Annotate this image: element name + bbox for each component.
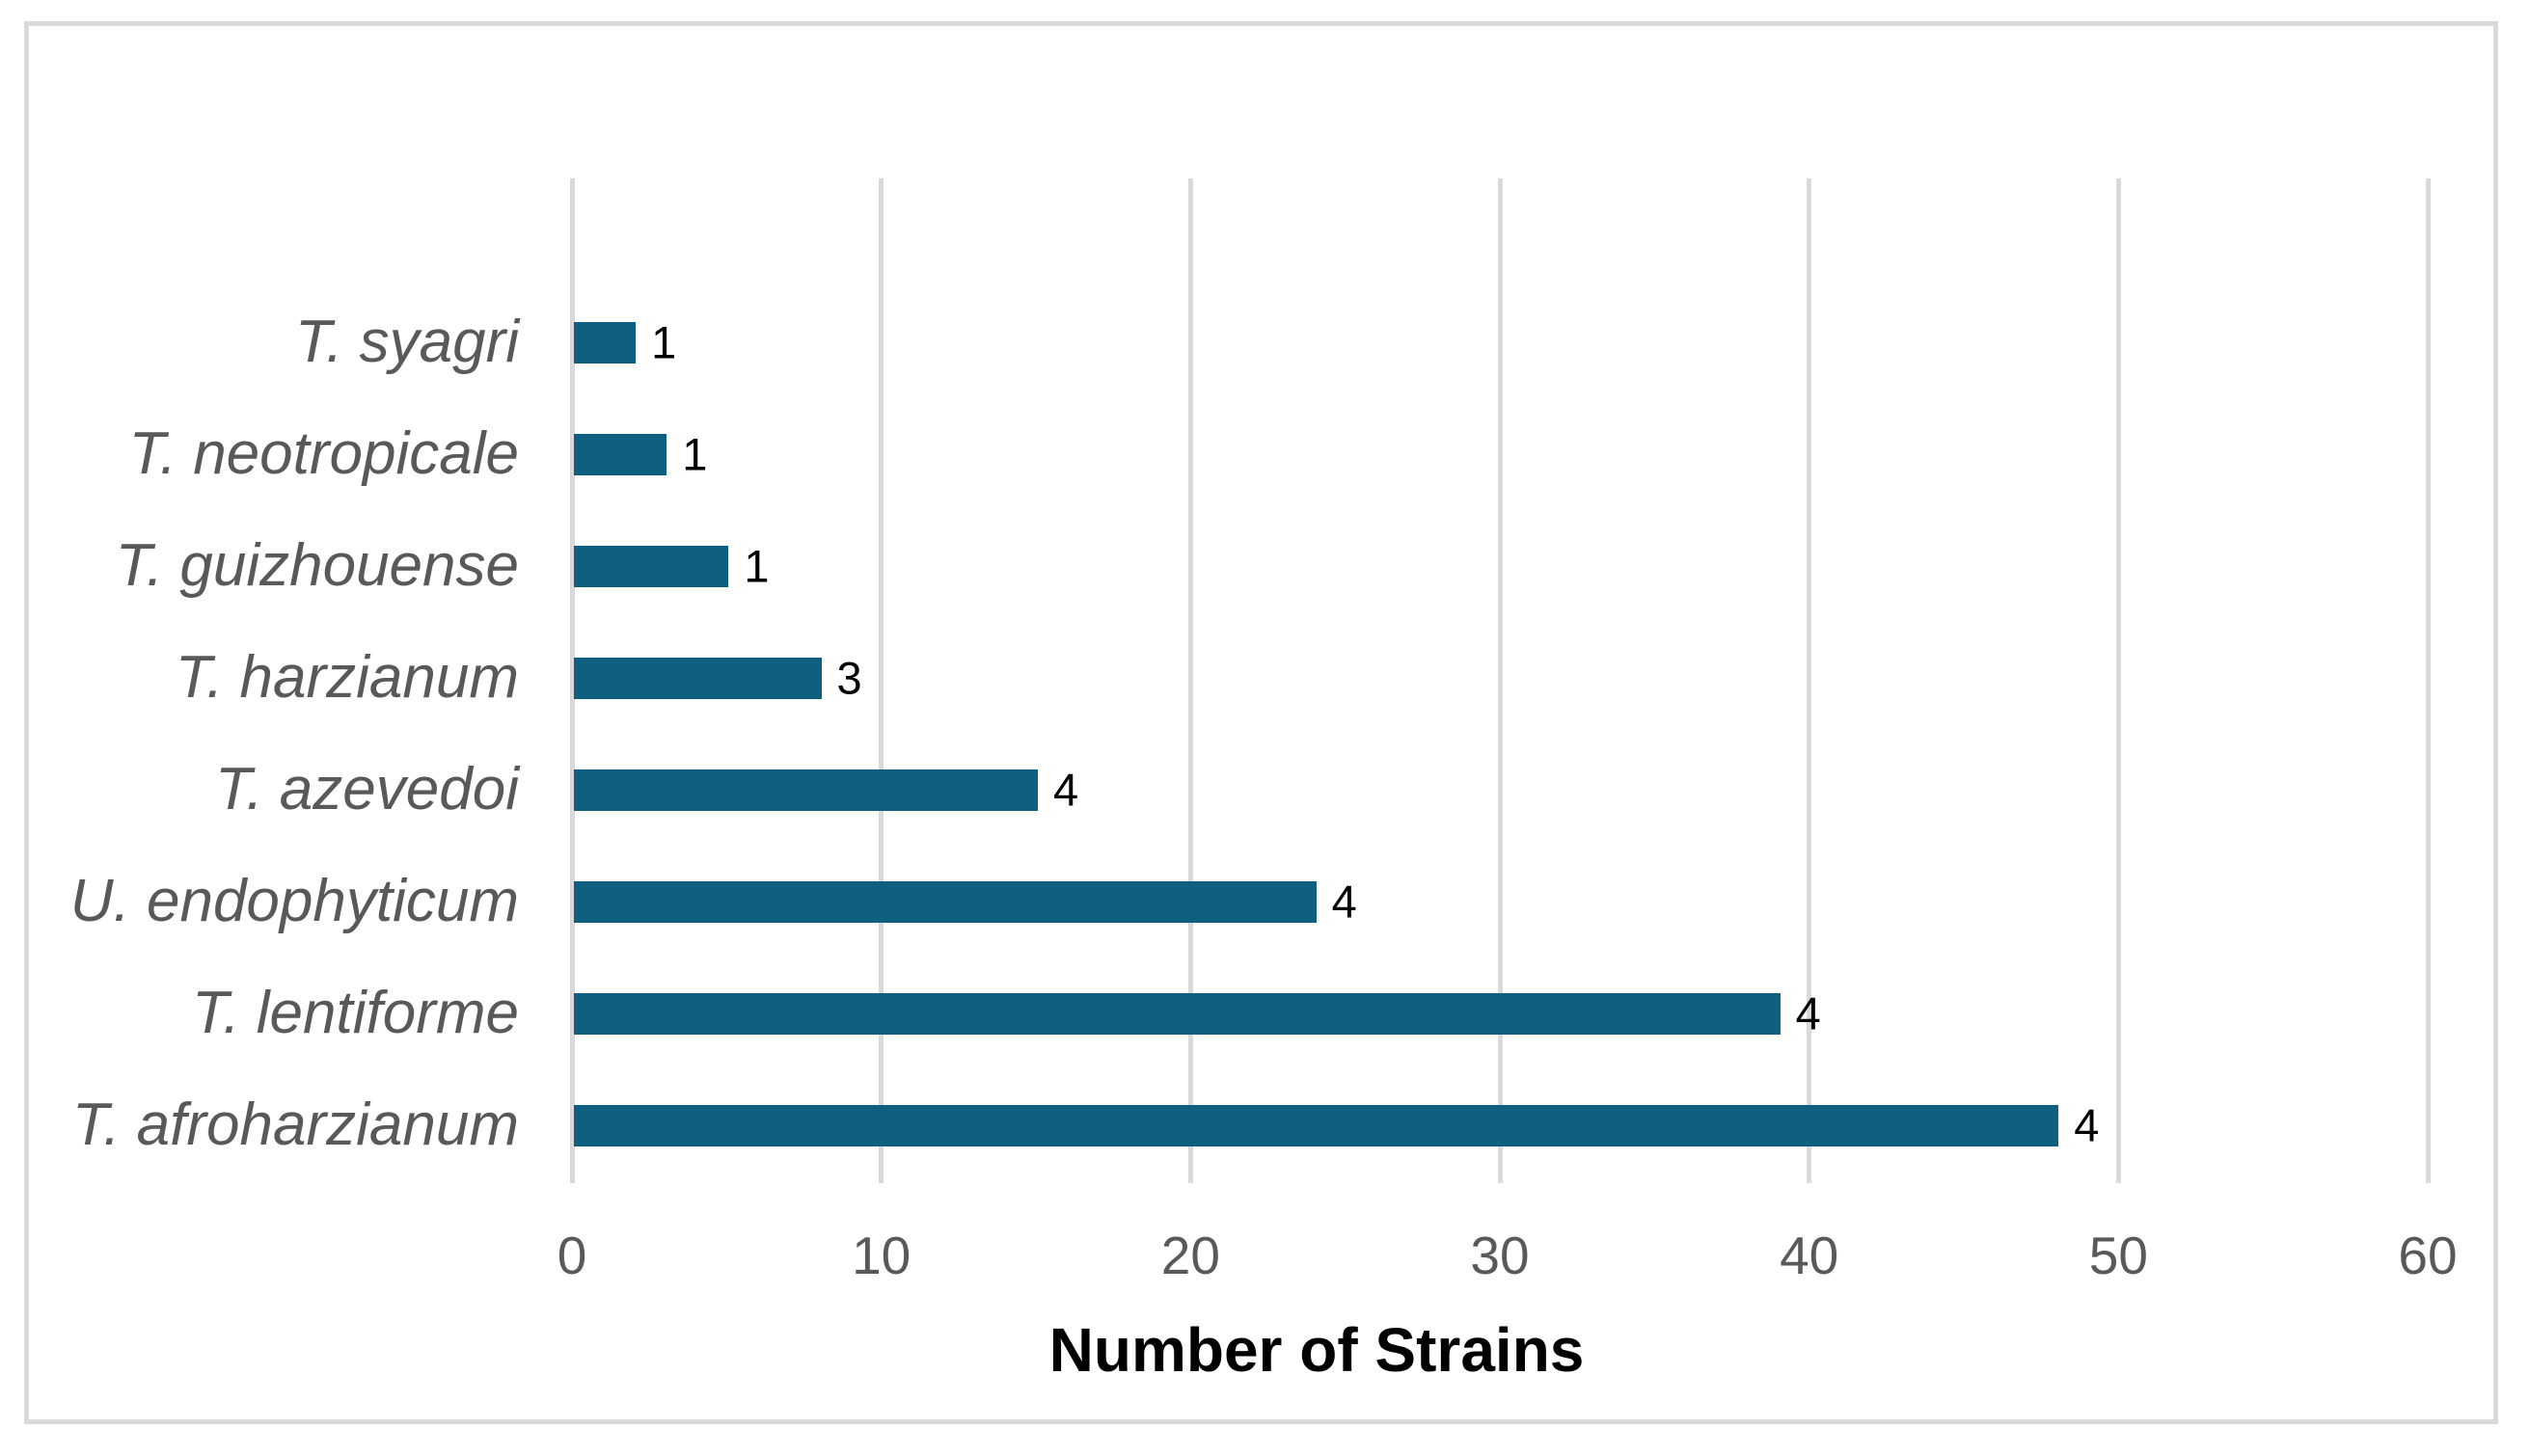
value-label: 4 [2074, 1099, 2100, 1151]
x-tick-label: 10 [852, 1226, 911, 1285]
x-tick-label: 20 [1160, 1226, 1220, 1285]
category-label: T. azevedoi [215, 756, 519, 822]
gridline [569, 178, 575, 1183]
category-label: T. lentiforme [192, 980, 519, 1046]
bar [574, 545, 729, 587]
x-tick-label: 0 [557, 1226, 587, 1285]
gridline [1807, 178, 1812, 1183]
x-tick-label: 60 [2398, 1226, 2458, 1285]
bar [574, 433, 667, 475]
category-label: T. syagri [294, 309, 519, 375]
value-label: 4 [1795, 987, 1821, 1039]
category-label: T. neotropicale [128, 420, 519, 487]
x-axis-title: Number of Strains [1048, 1315, 1585, 1385]
value-label: 4 [1053, 764, 1079, 816]
gridline [2115, 178, 2121, 1183]
value-label: 1 [682, 428, 708, 480]
x-tick-label: 50 [2088, 1226, 2148, 1285]
gridline [1187, 178, 1193, 1183]
bar [574, 657, 822, 699]
x-tick-label: 30 [1470, 1226, 1530, 1285]
value-label: 1 [744, 540, 770, 592]
bar [574, 880, 1317, 923]
category-label: U. endophyticum [69, 868, 519, 934]
gridline [1497, 178, 1503, 1183]
gridline [879, 178, 884, 1183]
gridline [2425, 178, 2431, 1183]
category-label: T. afroharzianum [72, 1092, 519, 1158]
category-label: T. harzianum [175, 644, 519, 711]
chart-outer-border [24, 21, 2498, 1424]
value-label: 1 [651, 316, 677, 368]
category-label: T. guizhouense [115, 532, 519, 599]
bar [574, 1104, 2059, 1146]
bar [574, 768, 1038, 811]
bar [574, 992, 1781, 1035]
value-label: 4 [1331, 876, 1357, 928]
bar [574, 321, 637, 364]
x-tick-label: 40 [1780, 1226, 1839, 1285]
value-label: 3 [836, 652, 862, 704]
